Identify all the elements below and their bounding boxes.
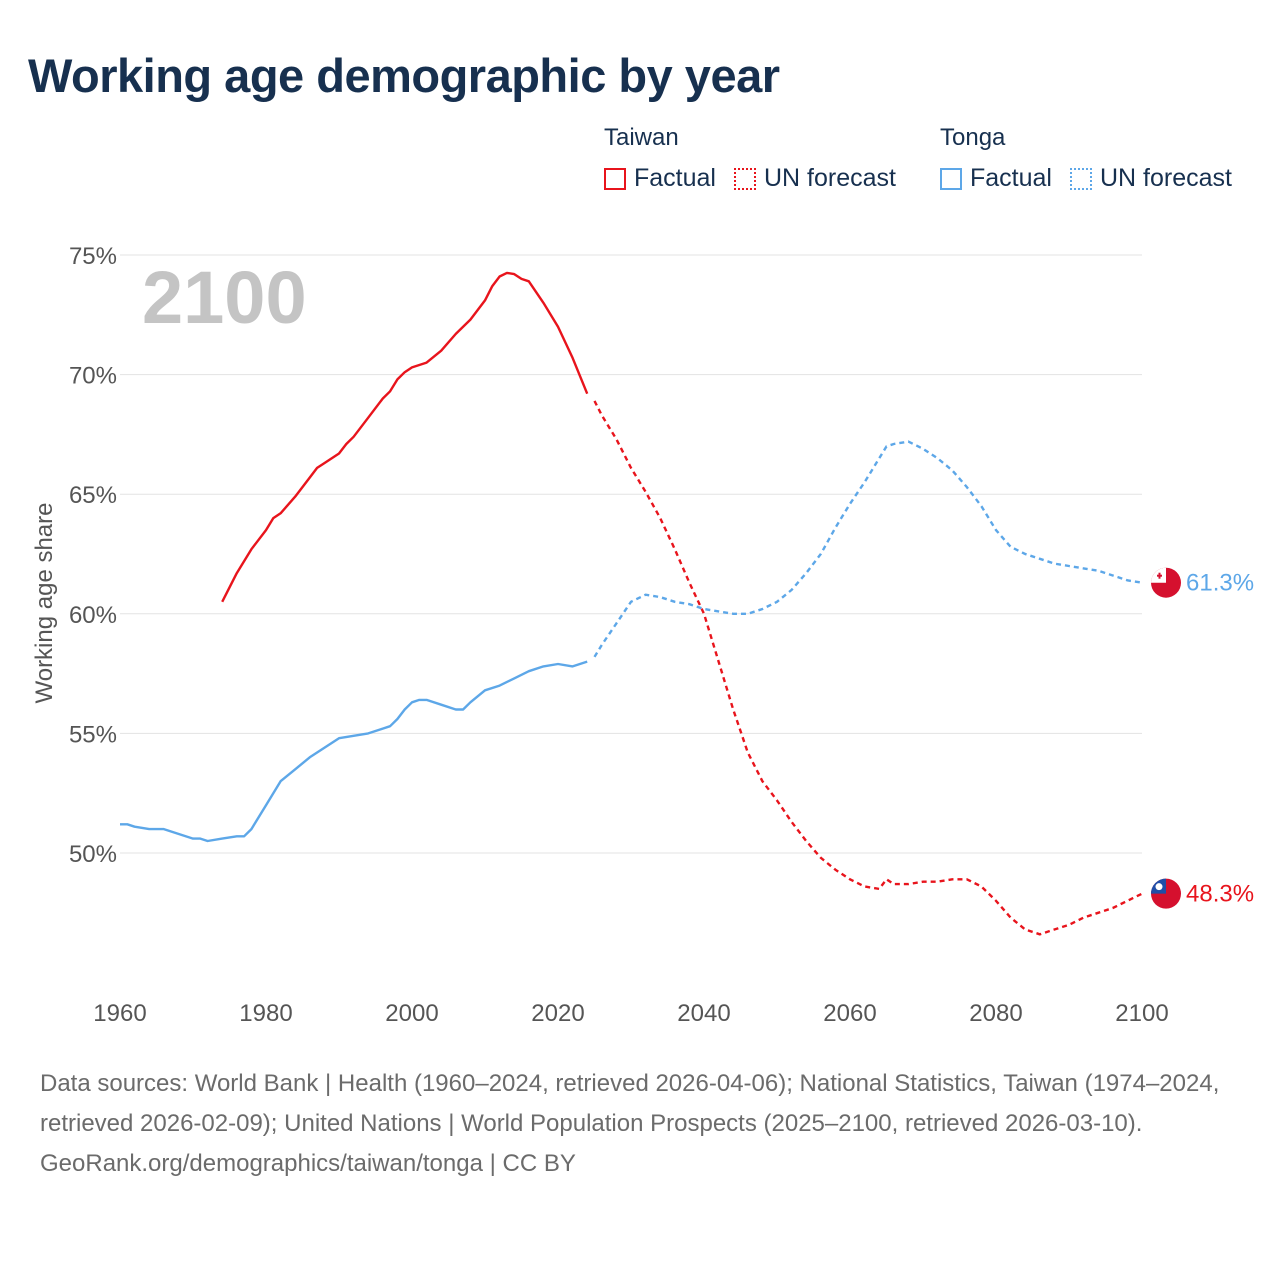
legend-tonga-factual[interactable]: Factual — [940, 164, 1052, 193]
legend-label: Factual — [634, 164, 716, 192]
x-tick-label: 2060 — [823, 1000, 876, 1027]
line-chart: 2100 Working age share 50% 55% 60% 65% 70% 75… — [31, 243, 1254, 1027]
y-tick-label: 70% — [69, 363, 117, 390]
x-tick-label: 2040 — [677, 1000, 730, 1027]
legend-label: Factual — [970, 164, 1052, 192]
legend-swatch-dotted-icon — [1069, 167, 1092, 190]
credit-link[interactable]: GeoRank.org/demographics/taiwan/tonga | … — [40, 1150, 576, 1177]
end-markers: 48.3% 61.3% — [1151, 567, 1254, 909]
y-tick-label: 65% — [69, 482, 117, 509]
x-tick-label: 2080 — [969, 1000, 1022, 1027]
y-tick-label: 50% — [69, 841, 117, 868]
legend-group-taiwan: Taiwan Factual UN forecast — [604, 122, 914, 193]
y-tick-label: 75% — [69, 243, 117, 270]
series-lines — [120, 271, 1143, 936]
y-tick-label: 55% — [69, 721, 117, 748]
x-tick-label: 2020 — [531, 1000, 584, 1027]
taiwan-flag-icon — [1151, 878, 1181, 909]
x-tick-label: 1980 — [239, 1000, 292, 1027]
legend-swatch-solid-icon — [604, 167, 626, 190]
line-taiwan-forecast[interactable] — [593, 400, 1143, 936]
line-tonga-forecast[interactable] — [593, 440, 1143, 658]
y-tick-label: 60% — [69, 602, 117, 629]
tonga-flag-icon — [1151, 567, 1181, 598]
chart-title: Working age demographic by year — [28, 49, 780, 102]
legend-label: UN forecast — [1099, 164, 1232, 192]
x-tick-label: 2100 — [1115, 1000, 1168, 1027]
line-tonga-factual[interactable] — [120, 660, 588, 843]
footer: Data sources: World Bank | Health (1960–… — [40, 1064, 1250, 1184]
line-taiwan-factual[interactable] — [221, 271, 589, 603]
legend-swatch-dotted-icon — [733, 167, 756, 190]
taiwan-end-label: 48.3% — [1186, 881, 1254, 908]
legend-group-tonga: Tonga Factual UN forecast — [940, 122, 1250, 193]
legend-label: UN forecast — [763, 164, 896, 192]
legend-tonga-forecast[interactable]: UN forecast — [1069, 164, 1232, 193]
legend-taiwan-forecast[interactable]: UN forecast — [733, 164, 896, 193]
legend-group-name: Tonga — [940, 124, 1006, 151]
y-axis-label: Working age share — [31, 503, 58, 704]
x-tick-label: 2000 — [385, 1000, 438, 1027]
legend-taiwan-factual[interactable]: Factual — [604, 164, 716, 193]
gridlines — [120, 254, 1142, 854]
tonga-end-label: 61.3% — [1186, 570, 1254, 597]
data-sources: Data sources: World Bank | Health (1960–… — [40, 1070, 1220, 1137]
year-label: 2100 — [142, 256, 307, 339]
legend-swatch-solid-icon — [940, 167, 962, 190]
x-tick-label: 1960 — [93, 1000, 146, 1027]
legend-group-name: Taiwan — [604, 124, 679, 151]
axis-ticks: 50% 55% 60% 65% 70% 75% 1960 1980 2000 2020 2040 20… — [69, 243, 1169, 1027]
